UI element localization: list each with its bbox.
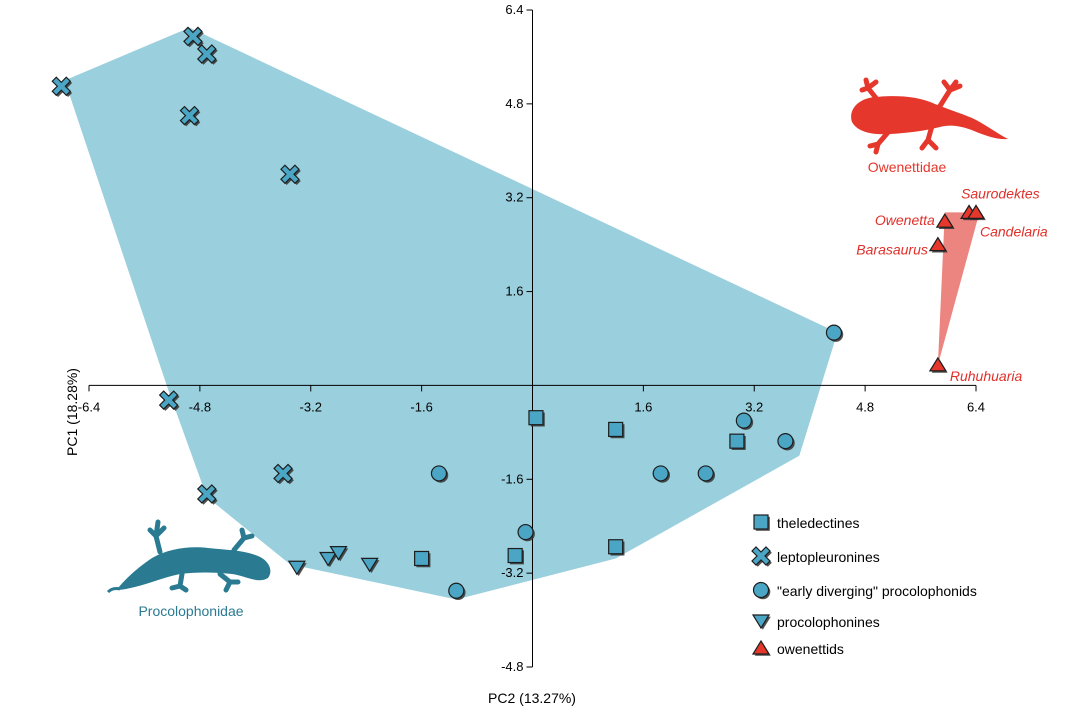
x-tick-label: -6.4 (78, 399, 100, 414)
y-tick-label: 6.4 (505, 2, 523, 17)
theledectine-point (414, 550, 430, 567)
legend-marker-shape (753, 514, 769, 530)
procolophonine-point (319, 551, 338, 567)
convex-hulls (64, 27, 980, 600)
data-points (51, 26, 986, 601)
owenettid-point (935, 213, 954, 228)
axes: -6.4 -4.8 -3.2 -1.6 1.6 3.2 4.8 6.4 6.4 4.8 3.2 1.… (64, 2, 985, 706)
leptopleuronine-point (51, 76, 72, 97)
x-tick-label: 1.6 (634, 399, 652, 414)
legend: theledectines leptopleuronines "early di… (751, 514, 977, 657)
taxon-label-ruhuhuaria: Ruhuhuaria (950, 368, 1023, 384)
leptopleuronine-point (183, 26, 203, 47)
procolophonidae-label: Procolophonidae (138, 603, 243, 619)
leptopleuronine-point (273, 463, 293, 484)
theledectine-point (528, 410, 544, 426)
legend-triangle-up-marker (751, 639, 771, 656)
taxon-labels: Saurodektes Candelaria Owenetta Barasaurus R… (856, 185, 1048, 384)
legend-label: leptopleuronines (777, 549, 880, 565)
theledectine-point (507, 547, 523, 564)
legend-x-marker (751, 546, 772, 567)
x-tick-label: 4.8 (856, 399, 874, 414)
x-tick-label: -4.8 (189, 399, 211, 414)
legend-item-owenettids: owenettids (751, 639, 844, 657)
early-diverging-point (777, 433, 794, 450)
x-tick-label: 6.4 (967, 399, 985, 414)
owenettidae-lizard-icon (851, 77, 1008, 155)
procolophonine-point (329, 546, 348, 561)
legend-marker-shape (751, 546, 771, 566)
early-diverging-point (825, 324, 843, 341)
procolophonidae-hull (64, 27, 838, 600)
procolophonine-point (360, 557, 379, 573)
owenettidae-label: Owenettidae (868, 159, 947, 175)
y-tick-label: 1.6 (505, 284, 523, 299)
early-diverging-point (517, 523, 534, 541)
theledectine-point (729, 433, 745, 449)
early-diverging-point (697, 465, 714, 482)
owenettid-point (966, 204, 986, 219)
y-tick-label: 4.8 (505, 96, 523, 111)
taxon-label-barasaurus: Barasaurus (856, 242, 928, 258)
y-tick-label: -1.6 (501, 471, 523, 486)
y-axis-title: PC1 (18.28%) (64, 368, 80, 456)
early-diverging-point (430, 465, 448, 482)
owenettid-point (928, 356, 947, 372)
x-axis-title: PC2 (13.27%) (488, 690, 576, 706)
theledectine-point (608, 421, 624, 438)
legend-label: owenettids (777, 641, 844, 657)
leptopleuronine-point (158, 390, 179, 410)
legend-item-early-diverging: "early diverging" procolophonids (752, 581, 977, 600)
y-tick-label: -3.2 (501, 565, 523, 580)
x-tick-label: -3.2 (300, 399, 322, 414)
legend-circle-marker (752, 581, 771, 600)
legend-item-procolophonines: procolophonines (751, 614, 880, 630)
owenettidae-hull (937, 212, 980, 365)
early-diverging-point (652, 465, 669, 482)
procolophonine-point (287, 560, 306, 576)
leptopleuronine-point (179, 105, 200, 126)
legend-marker-shape (752, 581, 770, 599)
early-diverging-point (735, 412, 752, 429)
y-axis-ticks: 6.4 4.8 3.2 1.6 -1.6 -3.2 -4.8 (501, 2, 533, 674)
legend-square-marker (753, 514, 770, 531)
taxon-label-saurodektes: Saurodektes (961, 185, 1040, 201)
leptopleuronine-point (196, 484, 217, 504)
legend-label: "early diverging" procolophonids (777, 583, 977, 599)
legend-item-leptopleuronines: leptopleuronines (751, 546, 880, 567)
legend-label: procolophonines (777, 614, 880, 630)
y-tick-label: 3.2 (505, 190, 523, 205)
early-diverging-point (448, 582, 465, 599)
legend-item-theledectines: theledectines (753, 514, 860, 531)
x-tick-label: -1.6 (410, 399, 432, 414)
legend-label: theledectines (777, 515, 860, 531)
leptopleuronine-point (196, 44, 217, 64)
legend-marker-shape (751, 639, 771, 655)
x-tick-label: 3.2 (745, 399, 763, 414)
leptopleuronine-point (280, 164, 300, 185)
taxon-label-candelaria: Candelaria (980, 223, 1048, 239)
x-axis-ticks: -6.4 -4.8 -3.2 -1.6 1.6 3.2 4.8 6.4 (78, 385, 985, 414)
legend-triangle-down-marker (751, 614, 771, 630)
theledectine-point (608, 539, 624, 555)
taxon-label-owenetta: Owenetta (875, 212, 935, 228)
procolophonidae-lizard-icon (106, 519, 271, 594)
y-tick-label: -4.8 (501, 659, 523, 674)
legend-marker-shape (751, 614, 771, 630)
owenettid-point (928, 236, 947, 252)
